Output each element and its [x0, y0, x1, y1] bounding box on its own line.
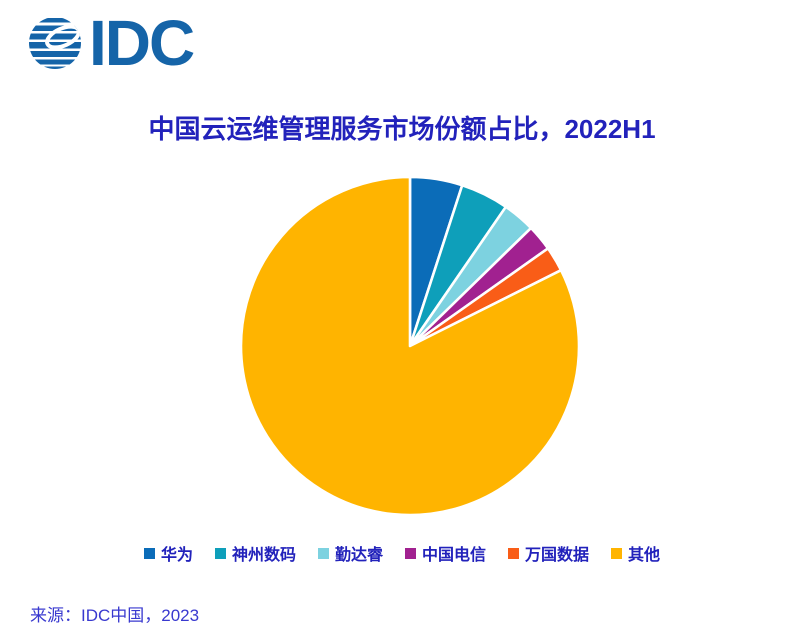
legend-item: 万国数据: [508, 541, 589, 565]
pie-chart-area: [228, 164, 592, 528]
legend-marker: [508, 547, 520, 559]
legend-item: 华为: [143, 541, 193, 565]
legend-label: 神州数码: [231, 547, 296, 564]
legend-marker: [214, 547, 226, 559]
legend-marker: [611, 547, 623, 559]
legend-label: 中国电信: [422, 547, 487, 564]
legend-label: 其他: [628, 547, 661, 564]
legend-marker: [143, 547, 155, 559]
idc-logo-text: IDC: [89, 7, 195, 79]
legend-item: 其他: [611, 541, 660, 565]
source-note: 来源：IDC中国，2023: [30, 606, 200, 625]
idc-logo: IDC: [28, 7, 195, 79]
pie-slice-5: [239, 175, 581, 517]
chart-title: 中国云运维管理服务市场份额占比，2022H1: [148, 114, 656, 144]
legend-label: 华为: [160, 547, 193, 564]
idc-globe-icon: [29, 18, 81, 69]
legend-marker: [405, 547, 416, 559]
pie-chart: [239, 175, 581, 517]
legend-marker: [317, 547, 329, 559]
chart-legend: 华为 神州数码 勤达睿 中国电信 万国数据 其他: [0, 541, 804, 565]
legend-label: 万国数据: [525, 547, 590, 564]
legend-label: 勤达睿: [334, 547, 383, 564]
legend-item: 神州数码: [214, 541, 296, 565]
legend-item: 勤达睿: [317, 541, 383, 565]
legend-item: 中国电信: [405, 541, 486, 565]
